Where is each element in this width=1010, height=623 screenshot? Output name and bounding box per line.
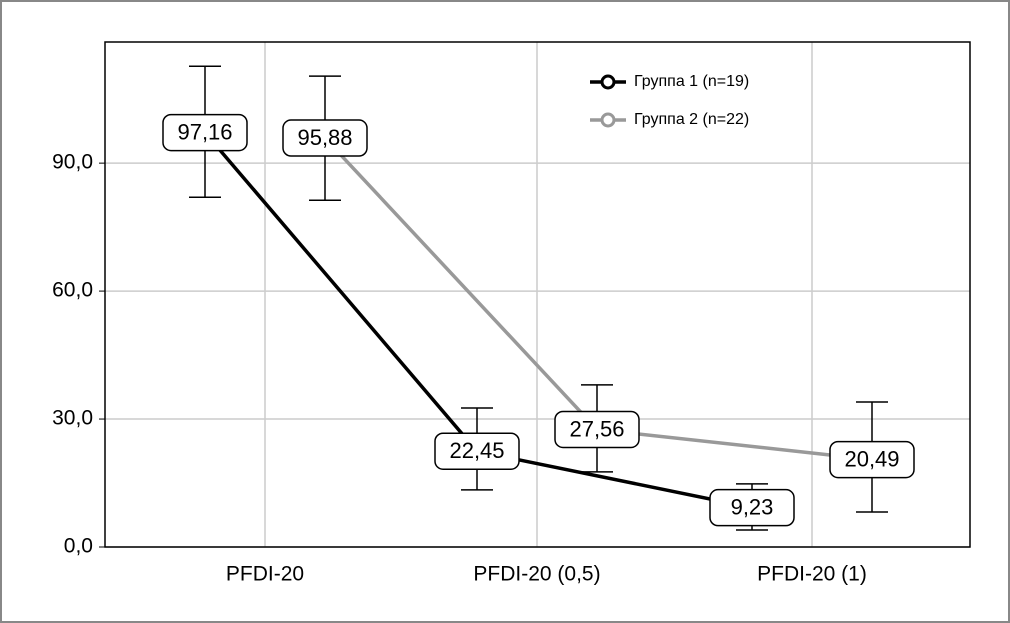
x-tick-label: PFDI-20 (226, 563, 304, 586)
legend-label: Группа 2 (n=22) (634, 111, 749, 128)
value-label-box (434, 432, 520, 470)
x-tick-label: PFDI-20 (0,5) (473, 563, 600, 586)
value-label-box (282, 119, 368, 157)
y-tick-label: 0,0 (64, 535, 93, 558)
value-label: 9,23 (731, 494, 774, 519)
plot-frame (104, 41, 971, 548)
value-label-box (829, 440, 915, 479)
y-tick-label: 60,0 (52, 279, 93, 302)
value-label: 22,45 (449, 438, 504, 463)
value-label-box (162, 113, 248, 152)
legend-marker (600, 112, 616, 128)
value-label: 97,16 (177, 119, 232, 144)
value-label: 95,88 (297, 125, 352, 150)
value-label-box (554, 410, 640, 449)
y-tick-label: 30,0 (52, 407, 93, 430)
value-label-box (709, 488, 795, 527)
x-tick-label: PFDI-20 (1) (757, 563, 867, 586)
y-tick-label: 90,0 (52, 151, 93, 174)
value-label: 27,56 (569, 416, 624, 441)
value-label: 20,49 (844, 446, 899, 471)
legend-label: Группа 1 (n=19) (634, 73, 749, 90)
legend-marker (600, 74, 616, 90)
